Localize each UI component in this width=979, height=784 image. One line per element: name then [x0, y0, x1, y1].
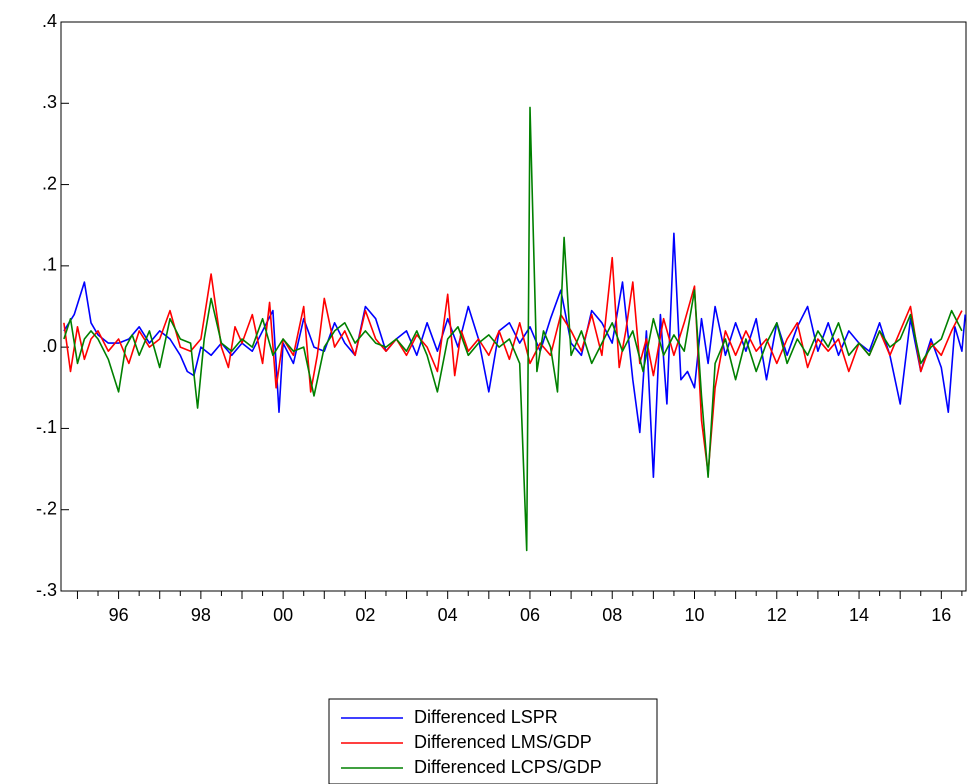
legend-label: Differenced LCPS/GDP	[414, 757, 602, 777]
series-layer	[63, 106, 966, 552]
x-tick-label: 04	[438, 605, 458, 625]
x-tick-label: 10	[684, 605, 704, 625]
series-line-1	[63, 232, 966, 478]
x-tick-label: 96	[109, 605, 129, 625]
x-tick-label: 06	[520, 605, 540, 625]
x-axis: 96 98 00 02 04 06 08 10 12 14 16	[76, 591, 963, 625]
plot-area: .4 .3 .2 .1 .0 -.1 -.2 -.3 96 98 00 02 04 06 08 10 12 14…	[36, 11, 967, 625]
legend-label: Differenced LMS/GDP	[414, 732, 592, 752]
legend: Differenced LSPR Differenced LMS/GDP Diffe…	[328, 698, 658, 784]
x-tick-label: 08	[602, 605, 622, 625]
x-tick-label: 16	[931, 605, 951, 625]
x-tick-label: 14	[849, 605, 869, 625]
x-tick-label: 02	[355, 605, 375, 625]
x-tick-label: 98	[191, 605, 211, 625]
y-tick-label: .2	[42, 173, 57, 193]
y-tick-label: -.3	[36, 580, 57, 600]
y-tick-label: .0	[42, 336, 57, 356]
y-axis: .4 .3 .2 .1 .0 -.1 -.2 -.3	[36, 11, 69, 600]
x-tick-label: 00	[273, 605, 293, 625]
plot-frame	[60, 21, 967, 592]
x-tick-label: 12	[767, 605, 787, 625]
y-tick-label: .4	[42, 11, 57, 31]
y-tick-label: .1	[42, 255, 57, 275]
series-line-2	[63, 256, 963, 474]
y-tick-label: .3	[42, 92, 57, 112]
legend-box	[328, 698, 658, 784]
series-line-3	[63, 106, 963, 552]
y-tick-label: -.1	[36, 417, 57, 437]
y-tick-label: -.2	[36, 498, 57, 518]
legend-label: Differenced LSPR	[414, 707, 558, 727]
